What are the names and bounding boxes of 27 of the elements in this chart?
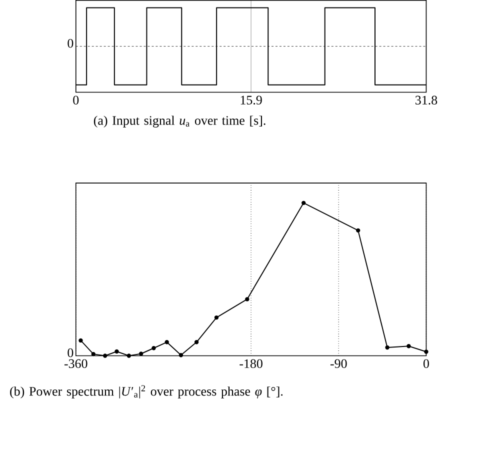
x-tick-label: 31.8 — [416, 96, 438, 105]
point — [178, 353, 184, 358]
x-tick-label: -180 — [240, 359, 262, 368]
x-tick-label: 0 — [73, 96, 79, 105]
x-tick-label: -360 — [64, 359, 88, 368]
point — [424, 350, 428, 354]
point — [302, 201, 306, 206]
point — [356, 228, 360, 233]
x-tick-label: 15.9 — [240, 96, 262, 105]
point — [164, 340, 169, 344]
text: 0 — [68, 348, 74, 358]
point — [385, 346, 390, 350]
point — [152, 346, 156, 350]
point — [194, 340, 199, 344]
point — [126, 354, 132, 358]
chart-title: (b) Power spectrum |U′$_{a}$|$^{2}$ over process phase φ [°]. — [10, 385, 283, 399]
point — [78, 338, 83, 343]
ref-line-label: 0 — [68, 39, 74, 48]
x-tick-label: 0 — [423, 359, 429, 368]
point — [102, 354, 108, 358]
point — [245, 297, 250, 302]
text: (a) Input signal u$_{a}$ over time [s]. — [94, 116, 266, 128]
x-tick-label: -90 — [330, 359, 347, 368]
point — [406, 344, 411, 348]
point — [114, 350, 119, 354]
point — [214, 316, 219, 320]
point — [91, 352, 96, 356]
